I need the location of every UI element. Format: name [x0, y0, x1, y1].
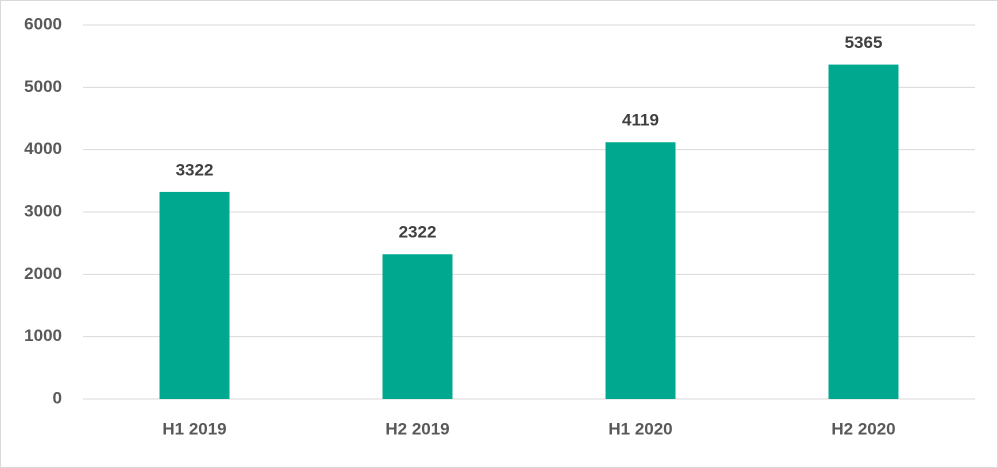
x-tick-label: H2 2019 [385, 419, 449, 438]
data-label: 3322 [176, 160, 214, 179]
y-tick-label: 0 [53, 388, 62, 407]
y-tick-label: 1000 [24, 326, 62, 345]
y-tick-label: 5000 [24, 77, 62, 96]
y-tick-label: 2000 [24, 264, 62, 283]
x-tick-label: H2 2020 [831, 419, 895, 438]
data-label: 5365 [845, 33, 883, 52]
bar [605, 142, 676, 399]
y-tick-label: 6000 [24, 14, 62, 33]
x-tick-label: H1 2019 [162, 419, 226, 438]
bar [828, 64, 899, 399]
y-tick-label: 4000 [24, 139, 62, 158]
bar [159, 191, 230, 399]
bar [382, 254, 453, 399]
x-tick-label: H1 2020 [608, 419, 672, 438]
y-tick-label: 3000 [24, 201, 62, 220]
data-label: 4119 [622, 111, 659, 130]
data-label: 2322 [399, 223, 437, 242]
